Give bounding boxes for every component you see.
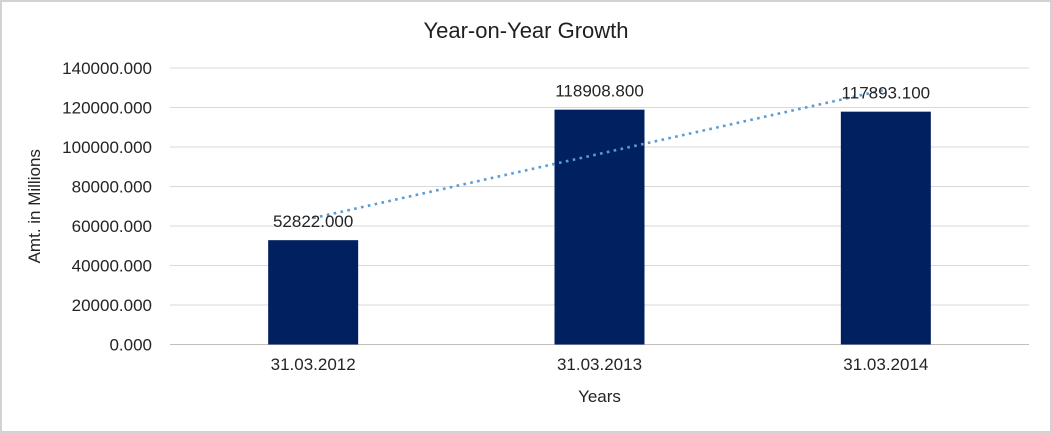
y-tick-label: 20000.000 xyxy=(72,296,152,315)
data-label: 117893.100 xyxy=(842,84,931,103)
bar xyxy=(554,109,645,345)
chart-title: Year-on-Year Growth xyxy=(423,18,629,43)
y-tick-label: 80000.000 xyxy=(72,178,152,197)
y-tick-label: 100000.000 xyxy=(62,138,152,157)
x-category-label: 31.03.2014 xyxy=(843,355,928,374)
y-tick-label: 0.000 xyxy=(109,336,152,355)
y-tick-label: 40000.000 xyxy=(72,257,152,276)
bar xyxy=(268,240,359,345)
x-category-label: 31.03.2012 xyxy=(271,355,356,374)
data-label: 118908.800 xyxy=(555,82,644,101)
y-tick-label: 60000.000 xyxy=(72,217,152,236)
y-tick-label: 140000.000 xyxy=(62,59,152,78)
x-category-label: 31.03.2013 xyxy=(557,355,642,374)
bar xyxy=(840,111,931,345)
data-label: 52822.000 xyxy=(273,212,353,231)
y-tick-label: 120000.000 xyxy=(62,99,152,118)
y-axis-title: Amt. in Millions xyxy=(25,149,44,263)
x-axis-title: Years xyxy=(578,387,621,406)
